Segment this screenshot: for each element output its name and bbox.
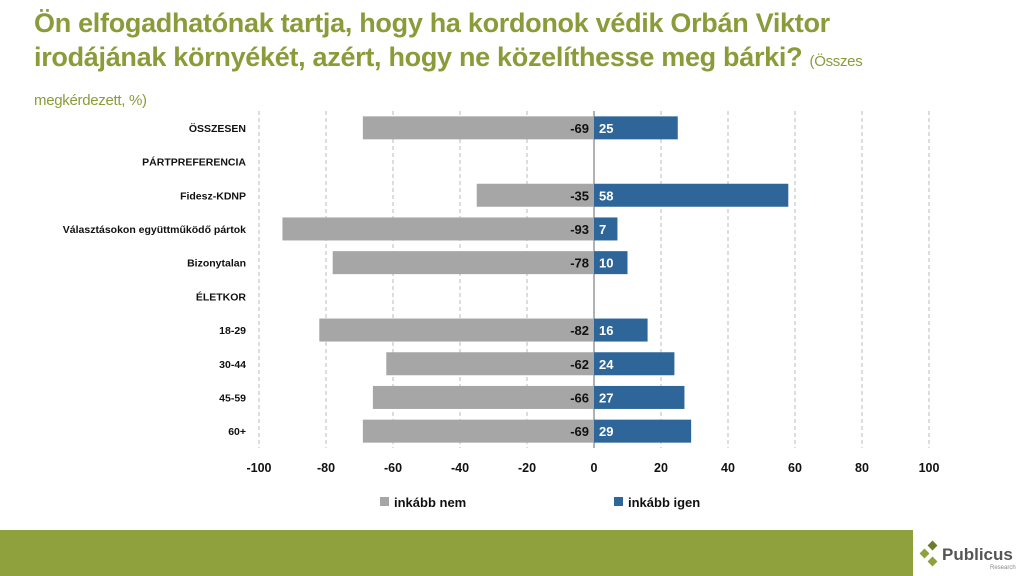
category-label: ÖSSZESEN xyxy=(189,122,246,135)
bar-igen xyxy=(594,251,628,275)
category-label: 18-29 xyxy=(219,325,246,337)
x-tick-label: 80 xyxy=(855,461,869,475)
logo-tagline: Research xyxy=(990,565,1016,571)
logo-text: Publicus xyxy=(942,545,1013,564)
publicus-logo: Publicus Research xyxy=(919,540,1016,571)
x-tick-label: -40 xyxy=(451,461,469,475)
data-label: -93 xyxy=(570,222,589,237)
bar-nem xyxy=(319,318,594,342)
chart-title: Ön elfogadhatónak tartja, hogy ha kordon… xyxy=(34,6,934,118)
x-tick-label: -80 xyxy=(317,461,335,475)
x-tick-label: 40 xyxy=(721,461,735,475)
data-label: 10 xyxy=(599,256,613,271)
legend-label: inkább igen xyxy=(628,495,700,510)
bar-igen xyxy=(594,318,648,342)
bar-igen xyxy=(594,183,789,207)
data-label: -69 xyxy=(570,121,589,136)
data-label: 16 xyxy=(599,323,613,338)
category-label: 30-44 xyxy=(219,359,246,371)
bar-nem xyxy=(362,419,594,443)
category-label: PÁRTPREFERENCIA xyxy=(142,156,246,169)
bar-nem xyxy=(332,251,594,275)
data-label: -62 xyxy=(570,357,589,372)
category-label: 60+ xyxy=(228,426,246,438)
x-tick-label: 60 xyxy=(788,461,802,475)
bar-nem xyxy=(372,385,594,409)
x-tick-label: 100 xyxy=(919,461,940,475)
x-tick-label: 20 xyxy=(654,461,668,475)
category-label: 45-59 xyxy=(219,392,246,404)
bar-igen xyxy=(594,116,678,140)
title-main: Ön elfogadhatónak tartja, hogy ha kordon… xyxy=(34,8,830,72)
x-tick-label: -20 xyxy=(518,461,536,475)
x-tick-label: -100 xyxy=(246,461,271,475)
category-label: ÉLETKOR xyxy=(196,290,247,303)
logo-icon xyxy=(919,540,938,567)
bar-igen xyxy=(594,217,618,241)
data-label: 27 xyxy=(599,390,613,405)
data-label: -78 xyxy=(570,256,589,271)
data-label: 24 xyxy=(599,357,614,372)
bar-nem xyxy=(386,352,594,376)
legend-label: inkább nem xyxy=(394,495,466,510)
category-label: Fidesz-KDNP xyxy=(180,190,246,202)
data-label: 25 xyxy=(599,121,613,136)
category-label: Bizonytalan xyxy=(187,258,246,270)
data-label: -35 xyxy=(570,188,589,203)
data-label: 58 xyxy=(599,188,613,203)
x-tick-label: 0 xyxy=(591,461,598,475)
data-label: 29 xyxy=(599,424,613,439)
bar-nem xyxy=(362,116,594,140)
legend-swatch xyxy=(614,497,623,506)
bar-nem xyxy=(282,217,594,241)
x-tick-label: -60 xyxy=(384,461,402,475)
bar-igen xyxy=(594,352,675,376)
data-label: -66 xyxy=(570,390,589,405)
footer-bar xyxy=(0,530,913,576)
bar-igen xyxy=(594,385,685,409)
data-label: 7 xyxy=(599,222,606,237)
title-subtitle: (Összes megkérdezett, %) xyxy=(34,53,863,109)
bar-nem xyxy=(476,183,594,207)
data-label: -69 xyxy=(570,424,589,439)
legend-swatch xyxy=(380,497,389,506)
data-label: -82 xyxy=(570,323,589,338)
category-label: Választásokon együttműködő pártok xyxy=(63,224,246,236)
bar-igen xyxy=(594,419,692,443)
